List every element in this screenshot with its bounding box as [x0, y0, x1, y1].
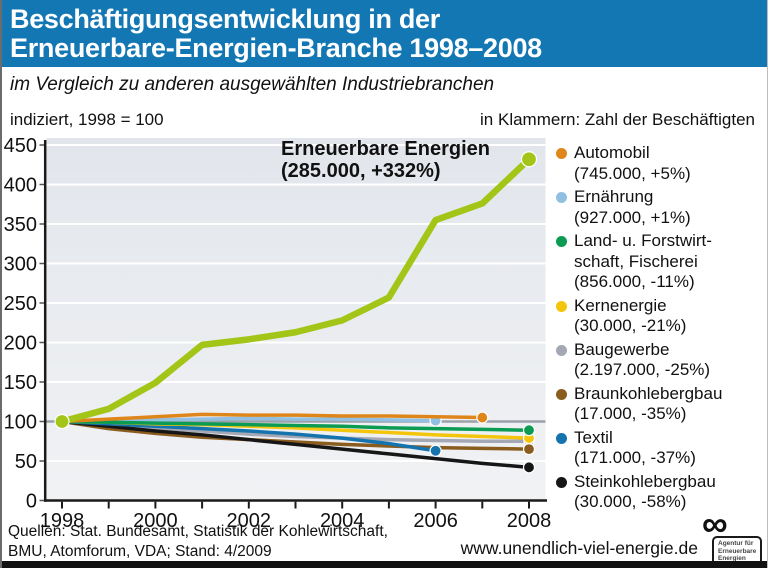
series-line	[60, 412, 485, 424]
bottom-border-bar	[0, 561, 768, 568]
legend-label: Automobil	[574, 143, 650, 162]
legend-text: Ernährung (927.000, +1%)	[574, 187, 691, 228]
series-line	[60, 419, 531, 451]
series-line	[60, 416, 438, 424]
legend-item: Kernenergie (30.000, -21%)	[556, 296, 764, 337]
agency-logo-line3: Energien	[718, 555, 746, 562]
series-end-marker	[522, 424, 536, 437]
y-tick-label: 400	[4, 175, 37, 197]
series-line	[58, 155, 533, 425]
legend-dot	[556, 388, 567, 400]
x-tick-label: 2008	[507, 510, 552, 532]
x-tick-label: 2000	[133, 510, 178, 532]
legend-label: Steinkohlebergbau	[574, 471, 716, 491]
ee-annotation: Erneuerbare Energien (285.000, +332%)	[281, 138, 490, 182]
legend-value: (927.000, +1%)	[574, 207, 691, 227]
y-tick-label: 100	[4, 412, 37, 434]
legend-value: (2.197.000, -25%)	[574, 360, 711, 379]
legend-item: Land- u. Forstwirt- schaft, Fischerei (85…	[556, 231, 764, 293]
series-start-marker	[54, 413, 70, 430]
legend-text: Kernenergie (30.000, -21%)	[574, 296, 686, 337]
legend-text: Land- u. Forstwirt- schaft, Fischerei (85…	[574, 231, 712, 293]
legend-dot	[556, 148, 567, 159]
legend-item: Automobil (745.000, +5%)	[556, 143, 764, 184]
x-tick-label: 2002	[227, 510, 272, 532]
legend-value: (30.000, -58%)	[574, 492, 687, 511]
agency-logo-line1: Agentur für	[718, 540, 754, 547]
legend-text: Baugewerbe (2.197.000, -25%)	[574, 340, 710, 381]
series-end-marker	[476, 411, 489, 424]
employment-line-chart: 0 50 100 150 200 250 300 350 400 450 1998 2000 2002 2…	[4, 135, 552, 532]
legend-item: Steinkohlebergbau (30.000, -58%)	[556, 472, 764, 513]
legend-label: Textil	[574, 427, 613, 447]
series-line	[60, 419, 438, 453]
legend-text: Textil (171.000, -37%)	[574, 428, 696, 469]
sources-note: Quellen: Stat. Bundesamt, Statistik der …	[8, 522, 388, 561]
legend-dot	[556, 344, 567, 356]
legend-label: Ernährung	[574, 187, 654, 206]
series-end-marker	[522, 443, 536, 456]
legend-label: Baugewerbe	[574, 339, 670, 359]
left-border-line	[0, 0, 2, 568]
agency-logo-line2: Erneuerbare	[718, 547, 757, 555]
y-tick-label: 0	[26, 491, 37, 513]
x-tick-label: 1998	[40, 510, 85, 532]
agency-logo: ∞ Agentur für Erneuerbare Energien	[700, 503, 766, 567]
legend-text: Automobil (745.000, +5%)	[574, 143, 691, 184]
legend-dot	[556, 236, 567, 247]
series-line	[60, 419, 531, 470]
legend-item: Baugewerbe (2.197.000, -25%)	[556, 340, 764, 381]
y-tick-label: 450	[4, 135, 37, 157]
ee-annotation-name: Erneuerbare Energien	[281, 138, 490, 160]
x-tick-label: 2004	[320, 510, 365, 532]
series-end-marker	[520, 151, 538, 168]
legend-item: Braunkohlebergbau (17.000, -35%)	[556, 384, 764, 425]
legend-dot	[556, 432, 567, 444]
x-tick-label: 2006	[413, 510, 458, 532]
y-tick-label: 300	[4, 254, 37, 276]
title-bar: Beschäftigungsentwicklung in der Erneuer…	[0, 0, 768, 67]
parentheses-note: in Klammern: Zahl der Beschäftigten	[480, 110, 755, 129]
y-tick-label: 150	[4, 372, 37, 394]
legend-dot	[556, 476, 567, 488]
series-end-marker	[429, 444, 442, 457]
legend-value: (17.000, -35%)	[574, 404, 687, 423]
series-end-marker	[522, 461, 536, 474]
page-title-line2: Erneuerbare-Energien-Branche 1998–2008	[10, 33, 542, 63]
legend-label: Braunkohlebergbau	[574, 383, 723, 403]
legend-item: Ernährung (927.000, +1%)	[556, 187, 764, 228]
legend-text: Steinkohlebergbau (30.000, -58%)	[574, 472, 716, 513]
series-line	[60, 419, 531, 432]
legend-value: (171.000, -37%)	[574, 448, 696, 467]
legend-label: Land- u. Forstwirt- schaft, Fischerei	[574, 231, 712, 271]
sources-line2: BMU, Atomforum, VDA; Stand: 4/2009	[8, 542, 272, 560]
legend-label: Kernenergie	[574, 295, 667, 315]
legend-value: (30.000, -21%)	[574, 316, 687, 335]
legend-item: Textil (171.000, -37%)	[556, 428, 764, 469]
legend-dot	[556, 192, 567, 203]
index-note: indiziert, 1998 = 100	[10, 110, 164, 129]
y-tick-label: 200	[4, 333, 37, 355]
legend-text: Braunkohlebergbau (17.000, -35%)	[574, 384, 722, 425]
legend: Automobil (745.000, +5%) Ernährung (927.000…	[556, 143, 764, 516]
legend-dot	[556, 300, 567, 312]
ee-annotation-value: (285.000, +332%)	[281, 160, 441, 182]
subtitle: im Vergleich zu anderen ausgewählten Ind…	[10, 74, 495, 95]
page-title-line1: Beschäftigungsentwicklung in der	[10, 4, 440, 34]
legend-value: (745.000, +5%)	[574, 163, 691, 183]
legend-value: (856.000, -11%)	[574, 272, 695, 291]
website-url: www.unendlich-viel-energie.de	[460, 538, 698, 558]
y-tick-label: 350	[4, 214, 37, 236]
y-tick-label: 250	[4, 293, 37, 315]
infinity-icon: ∞	[702, 503, 728, 544]
sources-line1: Quellen: Stat. Bundesamt, Statistik der …	[8, 523, 388, 540]
meta-row: indiziert, 1998 = 100 in Klammern: Zahl …	[10, 110, 755, 130]
y-tick-label: 50	[15, 451, 37, 473]
